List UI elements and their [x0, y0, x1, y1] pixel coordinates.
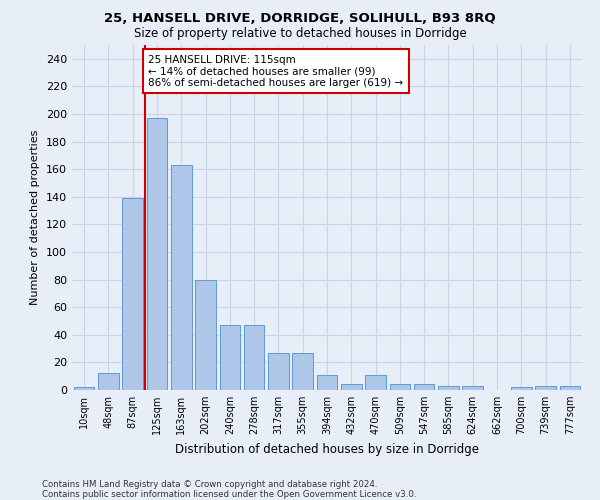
Bar: [74, 387, 94, 390]
X-axis label: Distribution of detached houses by size in Dorridge: Distribution of detached houses by size …: [175, 442, 479, 456]
Bar: [535, 386, 556, 390]
Bar: [220, 325, 240, 390]
Bar: [244, 325, 265, 390]
Bar: [195, 280, 216, 390]
Y-axis label: Number of detached properties: Number of detached properties: [31, 130, 40, 305]
Text: 25, HANSELL DRIVE, DORRIDGE, SOLIHULL, B93 8RQ: 25, HANSELL DRIVE, DORRIDGE, SOLIHULL, B…: [104, 12, 496, 26]
Bar: [365, 375, 386, 390]
Bar: [414, 384, 434, 390]
Bar: [317, 375, 337, 390]
Bar: [438, 386, 459, 390]
Bar: [389, 384, 410, 390]
Bar: [463, 386, 483, 390]
Bar: [268, 352, 289, 390]
Text: 25 HANSELL DRIVE: 115sqm
← 14% of detached houses are smaller (99)
86% of semi-d: 25 HANSELL DRIVE: 115sqm ← 14% of detach…: [149, 54, 404, 88]
Bar: [122, 198, 143, 390]
Bar: [511, 387, 532, 390]
Bar: [292, 352, 313, 390]
Bar: [560, 386, 580, 390]
Bar: [341, 384, 362, 390]
Text: Contains HM Land Registry data © Crown copyright and database right 2024.: Contains HM Land Registry data © Crown c…: [42, 480, 377, 489]
Text: Contains public sector information licensed under the Open Government Licence v3: Contains public sector information licen…: [42, 490, 416, 499]
Bar: [98, 374, 119, 390]
Bar: [171, 165, 191, 390]
Text: Size of property relative to detached houses in Dorridge: Size of property relative to detached ho…: [134, 28, 466, 40]
Bar: [146, 118, 167, 390]
